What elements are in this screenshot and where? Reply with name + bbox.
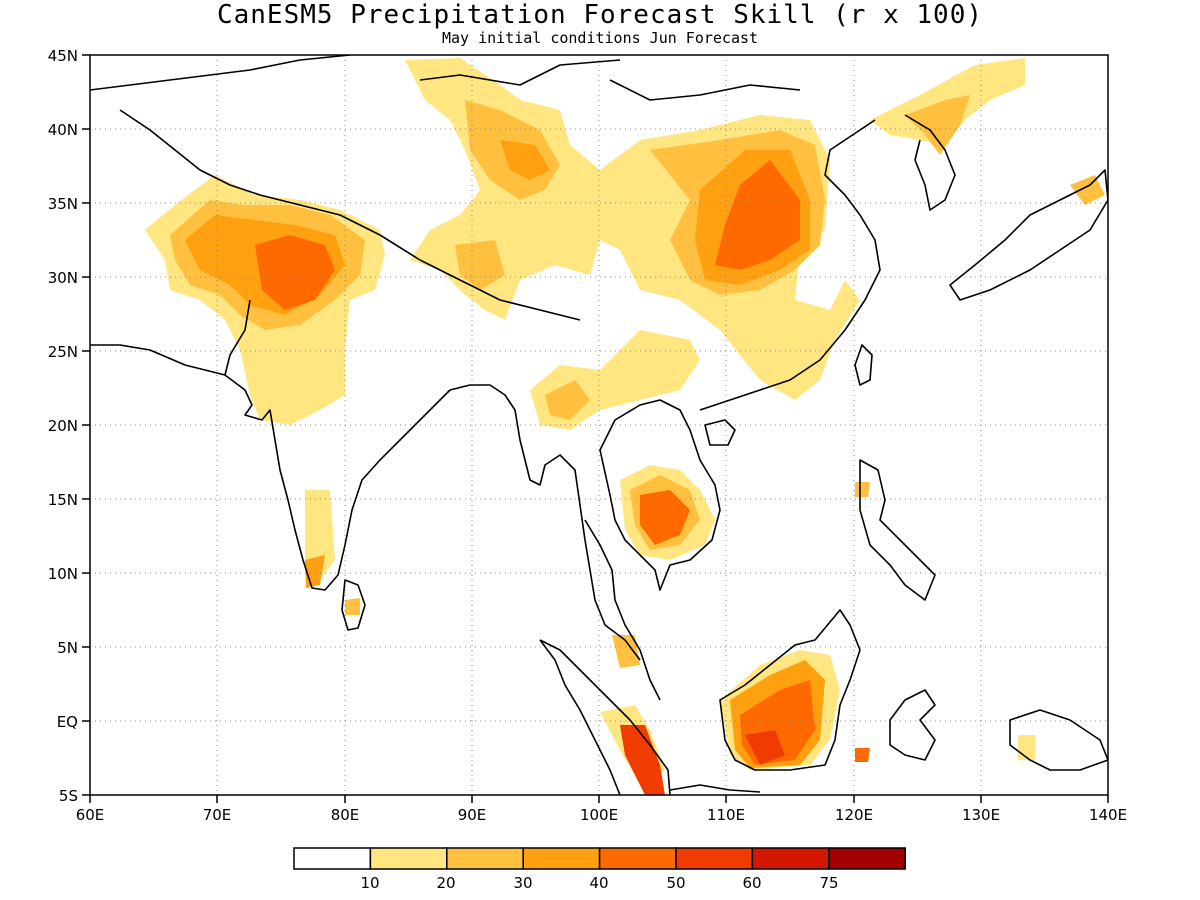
lon-label: 140E	[1089, 806, 1127, 824]
map-subtitle: May initial conditions Jun Forecast	[441, 29, 759, 47]
lon-label: 80E	[331, 806, 360, 824]
colorbar-label: 30	[513, 874, 532, 892]
map-title: CanESM5 Precipitation Forecast Skill (r …	[216, 0, 984, 30]
region-srilanka-mid	[345, 598, 360, 615]
lon-label: 90E	[458, 806, 487, 824]
colorbar-label: 60	[742, 874, 761, 892]
region-pakistan-red	[255, 235, 335, 310]
lon-label: 130E	[962, 806, 1000, 824]
colorbar-swatch	[369, 847, 448, 870]
lon-label: 70E	[203, 806, 232, 824]
skill-shading	[145, 58, 1105, 795]
lat-label: 40N	[48, 121, 78, 139]
lon-labels: 60E 70E 80E 90E 100E 110E 120E 130E 140E	[76, 806, 1127, 824]
lat-label: 10N	[48, 565, 78, 583]
lat-label: 5N	[57, 639, 78, 657]
lat-label: EQ	[57, 713, 78, 731]
lon-label: 100E	[580, 806, 618, 824]
colorbar-label: 20	[436, 874, 455, 892]
region-sumatra-red	[620, 725, 665, 795]
lat-label: 25N	[48, 343, 78, 361]
colorbar-labels: 10 20 30 40 50 60 75	[360, 874, 838, 892]
colorbar-label: 40	[589, 874, 608, 892]
lat-label: 15N	[48, 491, 78, 509]
region-china-red	[715, 160, 800, 270]
coastlines	[90, 55, 1108, 795]
grid-lines	[90, 55, 1108, 795]
colorbar-swatch	[522, 847, 601, 870]
lat-label: 45N	[48, 47, 78, 65]
lat-label: 35N	[48, 195, 78, 213]
region-tibet-north-orange	[500, 140, 550, 180]
colorbar-label: 50	[666, 874, 685, 892]
lat-label: 30N	[48, 269, 78, 287]
region-borneo-darkred	[745, 730, 785, 765]
region-newguinea-light	[1018, 735, 1035, 760]
colorbar-swatch	[598, 847, 677, 870]
colorbar-swatch	[675, 847, 754, 870]
colorbar-swatch	[828, 847, 906, 870]
colorbar-label: 75	[819, 874, 838, 892]
colorbar-swatch	[293, 847, 372, 870]
lon-label: 60E	[76, 806, 105, 824]
lon-label: 120E	[835, 806, 873, 824]
colorbar-swatch	[446, 847, 524, 870]
lat-label: 5S	[59, 787, 78, 805]
region-south-india-light	[305, 490, 335, 580]
axis-ticks	[82, 54, 1109, 803]
region-luzon-mid	[855, 482, 870, 497]
region-myanmar-mid	[545, 380, 590, 420]
region-lhasa-mid	[455, 240, 505, 290]
region-malaysia-mid	[612, 635, 640, 668]
region-japan-mid	[1070, 175, 1105, 205]
colorbar-swatch	[751, 847, 830, 870]
lon-label: 110E	[707, 806, 745, 824]
region-indochina-red	[640, 490, 690, 545]
lat-label: 20N	[48, 417, 78, 435]
region-korea-mid	[905, 95, 970, 155]
region-south-india-mid	[305, 555, 325, 588]
colorbar	[293, 847, 906, 870]
lat-labels: 45N 40N 35N 30N 25N 20N 15N 10N 5N EQ 5S	[48, 47, 78, 805]
region-sulawesi-red	[855, 748, 870, 762]
colorbar-label: 10	[360, 874, 379, 892]
